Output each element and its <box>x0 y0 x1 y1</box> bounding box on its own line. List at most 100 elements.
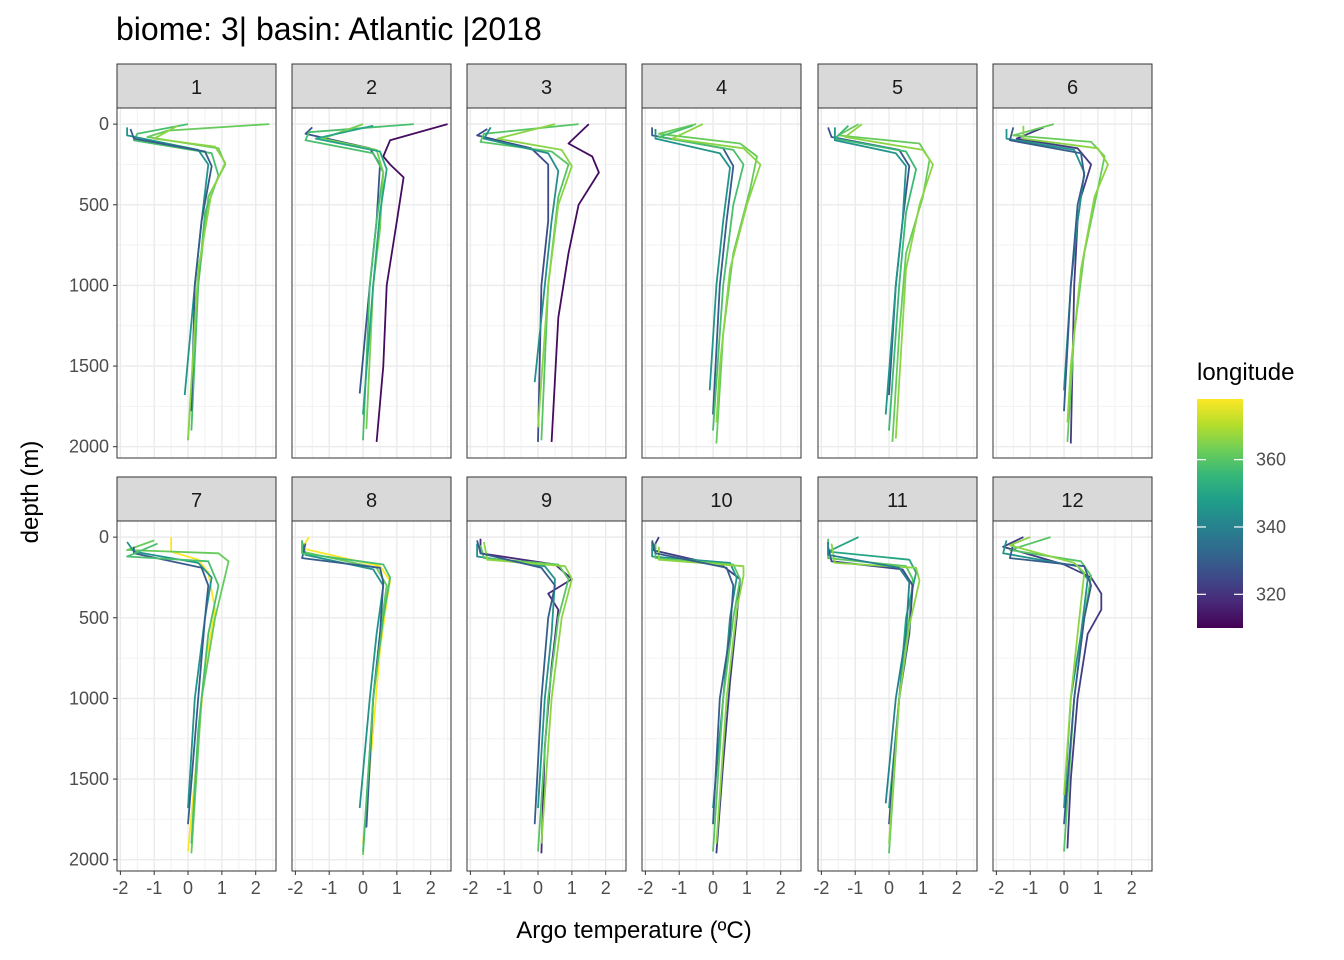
facet-panel-7: 7 0 500 1000 1500 2000-2 -1 0 1 2 <box>69 476 277 898</box>
facet-panel-6: 6 <box>992 63 1153 459</box>
facet-panel-2: 2 <box>291 63 452 459</box>
y-tick-label: 0 <box>99 527 109 547</box>
panel-background <box>467 108 626 458</box>
x-tick-label: 0 <box>884 878 894 898</box>
profile-line <box>476 540 556 825</box>
profile-line <box>844 123 934 439</box>
panel-border <box>116 520 277 872</box>
x-tick-label: -2 <box>287 878 303 898</box>
y-tick-label: 1500 <box>69 356 109 376</box>
profile-lines <box>827 536 921 854</box>
grid-lines <box>117 521 276 871</box>
legend-tick-label: 320 <box>1256 584 1286 604</box>
facet-strip-label: 7 <box>191 490 202 512</box>
profile-line <box>476 128 550 442</box>
profile-line <box>654 543 741 852</box>
panel-border <box>817 520 978 872</box>
x-tick-label: -2 <box>813 878 829 898</box>
profile-line <box>658 546 745 844</box>
profile-line <box>314 124 388 415</box>
y-tick-label: 0 <box>99 114 109 134</box>
profile-lines <box>476 123 600 442</box>
panel-background <box>818 521 977 871</box>
y-tick-label: 1000 <box>69 275 109 295</box>
grid-lines <box>292 521 451 871</box>
facet-strip <box>116 476 277 522</box>
facet-panel-10: 10 -2 -1 0 1 2 <box>637 476 802 898</box>
profile-line <box>830 543 921 844</box>
y-tick-label: 500 <box>79 195 109 215</box>
facet-panel-1: 1 0 500 1000 1500 2000 <box>69 63 277 459</box>
y-tick-label: 2000 <box>69 437 109 457</box>
grid-lines <box>642 521 801 871</box>
x-tick-label: 1 <box>217 878 227 898</box>
panel-border <box>992 107 1153 459</box>
profile-line <box>1009 127 1086 412</box>
profile-line <box>550 123 600 442</box>
profile-line <box>483 541 573 844</box>
facet-strip-label: 3 <box>541 77 552 99</box>
profile-line <box>301 540 392 852</box>
profile-lines <box>304 123 448 442</box>
y-axis-title: depth (m) <box>17 441 44 544</box>
facet-strip-label: 10 <box>710 490 732 512</box>
x-tick-label: -2 <box>988 878 1004 898</box>
profile-line <box>671 123 762 423</box>
x-tick-label: 1 <box>918 878 928 898</box>
profile-line <box>132 123 220 431</box>
panel-border <box>291 107 452 459</box>
x-tick-label: 1 <box>567 878 577 898</box>
panel-background <box>292 521 451 871</box>
profile-line <box>1022 125 1109 423</box>
facet-strip-label: 4 <box>716 77 727 99</box>
panel-border <box>116 107 277 459</box>
facet-strip <box>992 63 1153 109</box>
facet-panel-11: 11 -2 -1 0 1 2 <box>813 476 978 898</box>
profile-line <box>476 543 556 809</box>
grid-lines <box>993 521 1152 871</box>
color-legend: longitude 320 340 360 <box>1197 359 1294 628</box>
facet-strip-label: 12 <box>1061 490 1083 512</box>
x-tick-label: -1 <box>321 878 337 898</box>
legend-ticks: 320 340 360 <box>1197 450 1286 604</box>
profile-line <box>651 127 735 415</box>
facet-strip <box>817 63 978 109</box>
profile-line <box>651 540 735 825</box>
x-tick-label: 0 <box>1059 878 1069 898</box>
panel-background <box>292 108 451 458</box>
facet-strip <box>466 63 627 109</box>
x-tick-label: 1 <box>742 878 752 898</box>
profile-lines <box>126 537 230 854</box>
panel-border <box>466 520 627 872</box>
profile-lines <box>1005 123 1109 444</box>
y-tick-label: 2000 <box>69 850 109 870</box>
x-tick-label: -1 <box>671 878 687 898</box>
grid-lines <box>818 108 977 458</box>
grid-lines <box>642 108 801 458</box>
profile-line <box>827 542 911 804</box>
profile-line <box>129 128 213 412</box>
panel-background <box>642 521 801 871</box>
profile-line <box>1015 126 1092 444</box>
profile-line <box>304 123 414 441</box>
facet-strip-label: 1 <box>191 77 202 99</box>
x-tick-label: -1 <box>847 878 863 898</box>
profile-line <box>1009 536 1086 796</box>
profile-line <box>375 123 448 442</box>
x-axis-title: Argo temperature (ºC) <box>516 917 752 944</box>
panel-background <box>467 521 626 871</box>
panel-border <box>817 107 978 459</box>
profile-line <box>654 129 731 391</box>
grid-lines <box>117 108 276 458</box>
panel-border <box>641 520 802 872</box>
facet-strip <box>992 476 1153 522</box>
facet-strip <box>116 63 277 109</box>
profile-line <box>658 124 745 431</box>
panel-background <box>117 521 276 871</box>
x-tick-label: 2 <box>952 878 962 898</box>
profile-lines <box>1002 536 1103 852</box>
y-tick-label: 1000 <box>69 688 109 708</box>
x-tick-label: -2 <box>637 878 653 898</box>
